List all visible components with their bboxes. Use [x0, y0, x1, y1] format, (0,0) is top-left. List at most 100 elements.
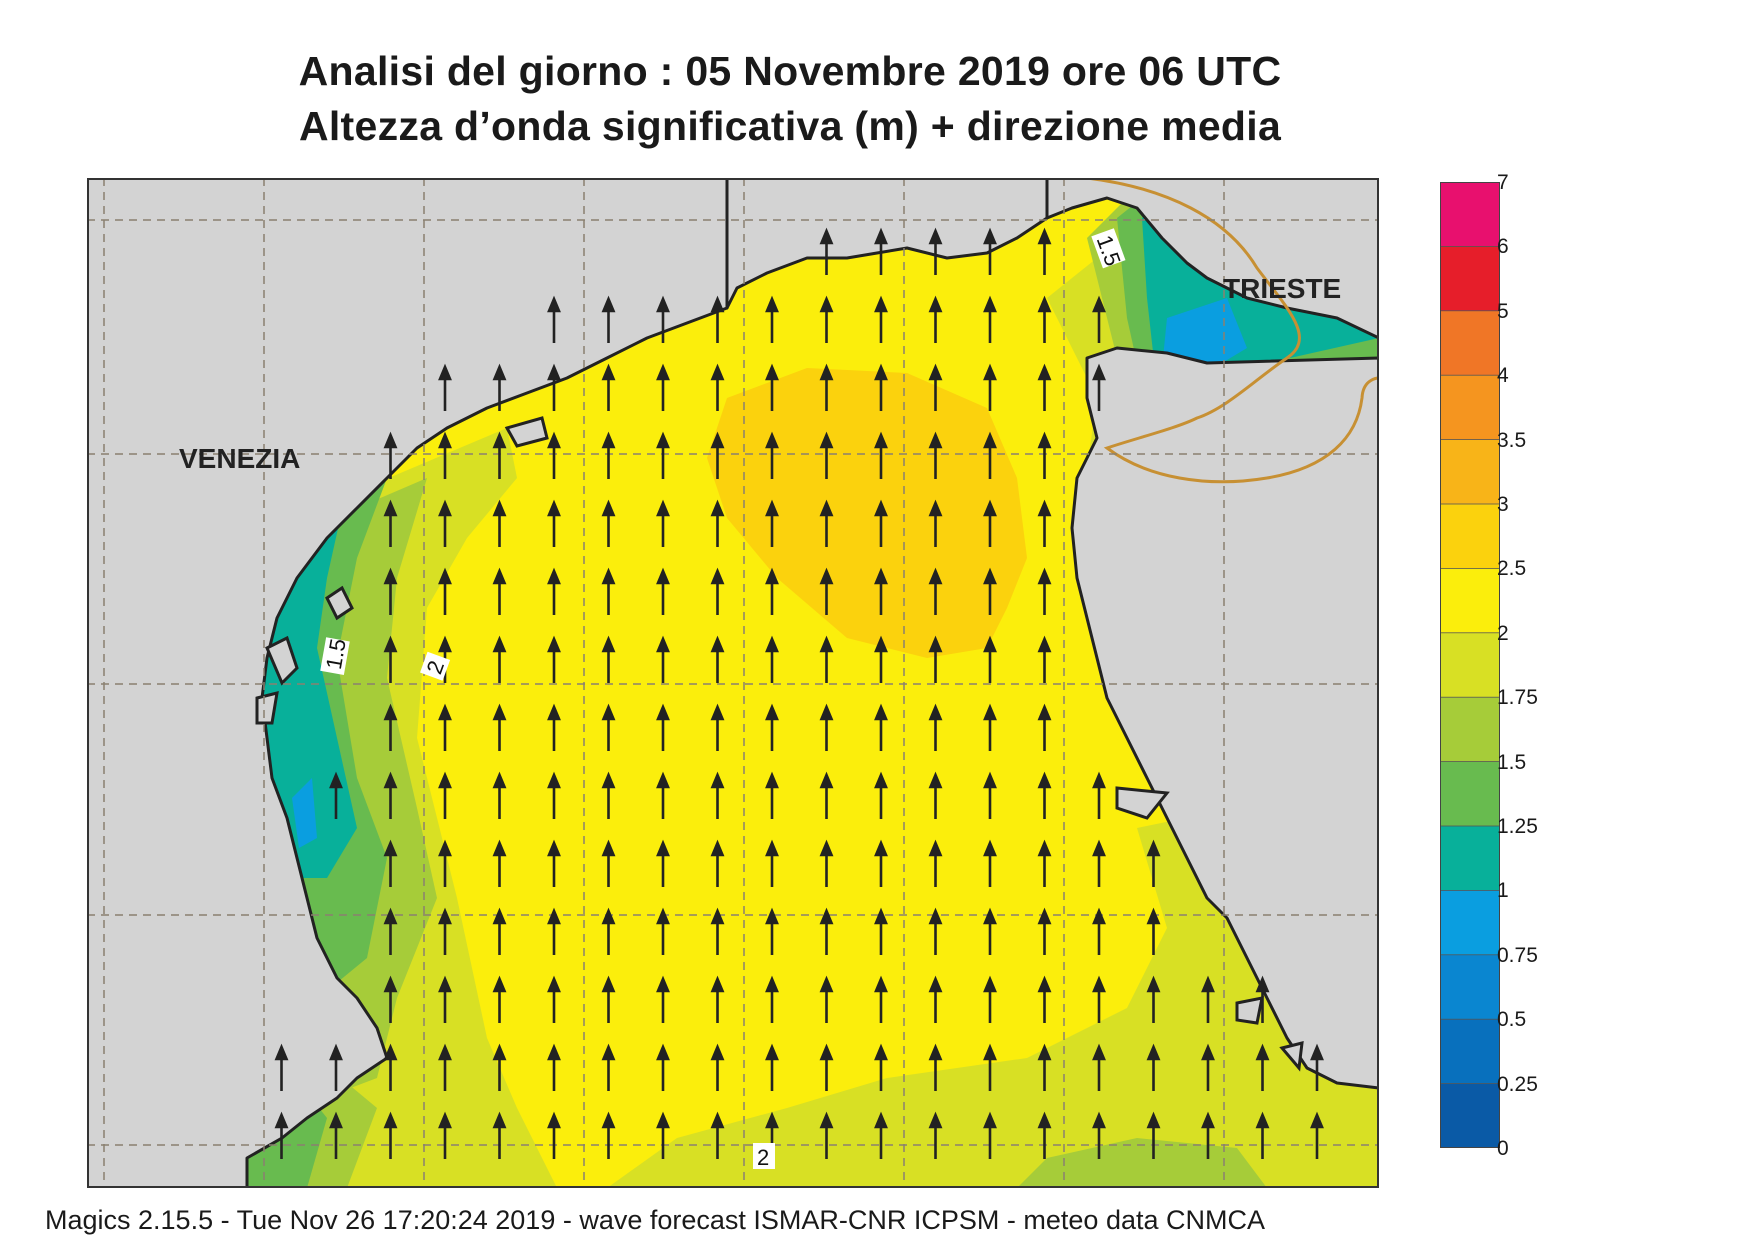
wave-arrow-head [547, 1043, 561, 1061]
legend-band [1440, 246, 1500, 312]
wave-arrow-head [874, 635, 888, 653]
legend-tick-label: 3.5 [1497, 428, 1527, 452]
wave-arrow-head [819, 839, 834, 857]
legend-band [1440, 567, 1500, 634]
wave-arrow-head [1037, 499, 1052, 517]
wave-arrow-head [710, 499, 725, 517]
wave-arrow-head [874, 975, 888, 993]
wave-arrow-head [928, 1111, 943, 1129]
wave-arrow-head [601, 499, 616, 517]
wave-arrow-head [710, 975, 725, 993]
wave-arrow-head [765, 907, 779, 925]
wave-arrow-head [656, 635, 670, 653]
wave-arrow-head [819, 431, 834, 449]
legend-band [1440, 310, 1500, 377]
wave-arrow-head [383, 839, 398, 857]
wave-arrow-head [928, 839, 943, 857]
footer-caption: Magics 2.15.5 - Tue Nov 26 17:20:24 2019… [45, 1205, 1265, 1235]
wave-arrow-head [928, 1043, 943, 1061]
wave-arrow-head [492, 771, 507, 789]
wave-arrow-head [874, 907, 888, 925]
wave-arrow-head [765, 839, 779, 857]
wave-arrow-head [874, 295, 888, 313]
wave-arrow-head [1310, 1111, 1324, 1129]
legend-tick-label: 0.25 [1497, 1072, 1538, 1096]
wave-arrow-head [983, 567, 997, 585]
legend-band [1440, 374, 1500, 441]
wave-arrow-head [1201, 975, 1215, 993]
wave-arrow-head [874, 499, 888, 517]
wave-arrow-head [819, 227, 834, 245]
wave-arrow-head [819, 635, 834, 653]
wave-arrow-head [547, 295, 561, 313]
wave-arrow-head [765, 363, 779, 381]
wave-arrow-head [928, 227, 943, 245]
legend-tick-label: 5 [1497, 299, 1509, 323]
wave-arrow-head [819, 363, 834, 381]
wave-arrow-head [928, 363, 943, 381]
wave-arrow-head [656, 703, 670, 721]
wave-arrow-head [819, 1111, 834, 1129]
wave-arrow-head [765, 703, 779, 721]
legend-band [1440, 761, 1500, 827]
wave-arrow-head [710, 567, 725, 585]
wave-arrow-head [928, 499, 943, 517]
wave-arrow-head [765, 1043, 779, 1061]
wave-arrow-head [710, 431, 725, 449]
wave-arrow-head [1037, 567, 1052, 585]
wave-arrow-head [710, 363, 725, 381]
wave-arrow-head [1037, 975, 1052, 993]
legend-tick-label: 1.5 [1497, 750, 1527, 774]
wave-arrow-head [1092, 839, 1106, 857]
wave-arrow-head [710, 771, 725, 789]
wave-arrow-head [492, 567, 507, 585]
wave-arrow-head [983, 839, 997, 857]
wave-arrow-head [601, 703, 616, 721]
wave-arrow-head [1092, 295, 1106, 313]
wave-arrow-head [710, 635, 725, 653]
wave-arrow-head [1146, 839, 1161, 857]
wave-arrow-head [547, 839, 561, 857]
legend-tick-label: 3 [1497, 493, 1509, 516]
wave-arrow-head [710, 1111, 725, 1129]
wave-arrow-head [492, 1043, 507, 1061]
wave-arrow-head [329, 1043, 343, 1061]
wave-arrow-head [438, 1111, 452, 1129]
legend-band [1440, 825, 1500, 892]
wave-arrow-head [1037, 227, 1052, 245]
legend-tick-label: 0 [1497, 1137, 1509, 1160]
wave-arrow-head [1037, 839, 1052, 857]
legend-band [1440, 954, 1500, 1021]
wave-arrow-head [383, 771, 398, 789]
wave-arrow-head [928, 567, 943, 585]
legend-tick-label: 0.5 [1497, 1008, 1527, 1032]
wave-arrow-head [656, 771, 670, 789]
wave-arrow-head [601, 839, 616, 857]
wave-arrow-head [710, 295, 725, 313]
wave-arrow-head [492, 499, 507, 517]
wave-arrow-head [438, 567, 452, 585]
wave-arrow-head [601, 295, 616, 313]
wave-arrow-head [1037, 1111, 1052, 1129]
wave-arrow-head [383, 431, 398, 449]
wave-arrow-head [1255, 975, 1270, 993]
wave-arrow-head [983, 975, 997, 993]
wave-arrow-head [383, 975, 398, 993]
wave-arrow-head [656, 295, 670, 313]
wave-arrow-head [547, 635, 561, 653]
wave-arrow-head [1092, 771, 1106, 789]
wave-direction-arrows [274, 227, 1324, 1159]
land-ne [1045, 178, 1379, 340]
wave-arrow-head [547, 567, 561, 585]
wave-arrow-head [983, 1043, 997, 1061]
wave-arrow-head [656, 1111, 670, 1129]
wave-arrow-head [874, 1043, 888, 1061]
wave-arrow-head [383, 1043, 398, 1061]
wave-arrow-head [765, 431, 779, 449]
wave-arrow-head [765, 635, 779, 653]
wave-arrow-head [656, 499, 670, 517]
wave-arrow-head [983, 431, 997, 449]
wave-arrow-head [601, 1111, 616, 1129]
wave-arrow-head [1146, 907, 1161, 925]
wave-arrow-head [1092, 907, 1106, 925]
